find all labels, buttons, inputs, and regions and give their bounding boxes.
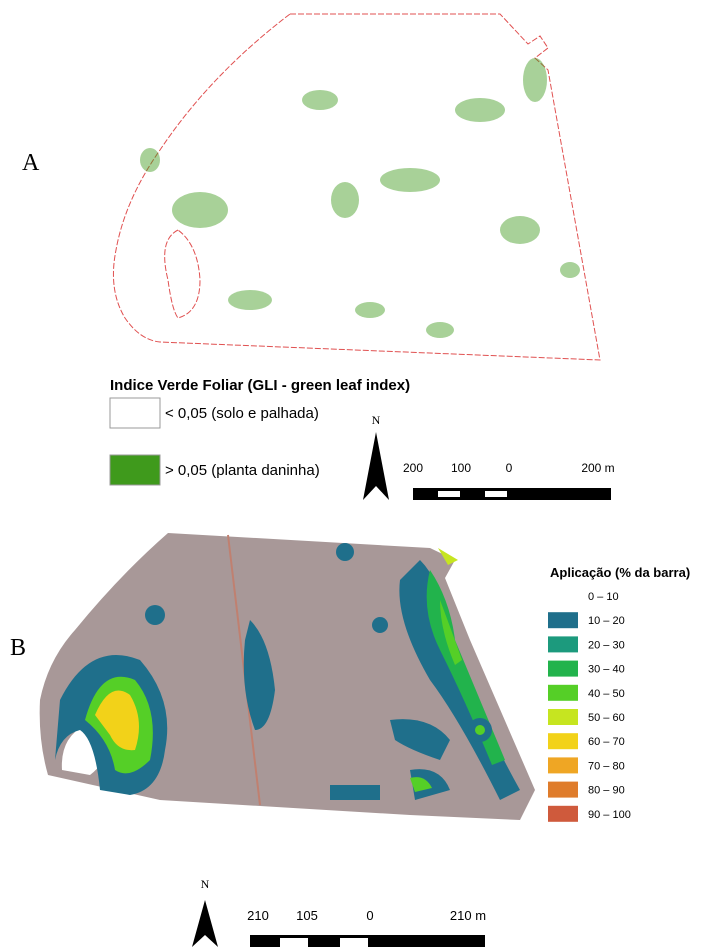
legend-swatch bbox=[548, 636, 578, 652]
legend-label: 0 – 10 bbox=[588, 591, 619, 603]
legend-swatch bbox=[548, 685, 578, 701]
legend-label: < 0,05 (solo e palhada) bbox=[165, 405, 319, 422]
scale-label: 0 bbox=[366, 908, 373, 923]
legend-label: 50 – 60 bbox=[588, 712, 625, 724]
legend-title: Indice Verde Foliar (GLI - green leaf in… bbox=[110, 377, 410, 394]
legend-swatch bbox=[110, 455, 160, 485]
north-arrow: N bbox=[192, 877, 218, 947]
legend-swatch bbox=[548, 588, 578, 604]
legend-label: 10 – 20 bbox=[588, 615, 625, 627]
scale-label: 0 bbox=[506, 461, 513, 475]
legend-label: 40 – 50 bbox=[588, 688, 625, 700]
legend-label: 80 – 90 bbox=[588, 785, 625, 797]
legend-label: 70 – 80 bbox=[588, 760, 625, 772]
legend-label: 90 – 100 bbox=[588, 809, 631, 821]
legend-label: 60 – 70 bbox=[588, 736, 625, 748]
legend-swatch bbox=[110, 398, 160, 428]
legend-swatch bbox=[548, 782, 578, 798]
legend-swatch bbox=[548, 612, 578, 628]
scale-label: 210 m bbox=[450, 908, 486, 923]
scale-label: 105 bbox=[296, 908, 318, 923]
scale-bar bbox=[413, 488, 611, 500]
legend-swatch bbox=[548, 661, 578, 677]
scale-bar bbox=[250, 935, 485, 947]
scale-label: 200 m bbox=[581, 461, 614, 475]
map-b bbox=[40, 533, 535, 820]
scale-label: 100 bbox=[451, 461, 471, 475]
legend-label: 20 – 30 bbox=[588, 639, 625, 651]
north-label: N bbox=[201, 877, 210, 891]
panel-label: A bbox=[22, 150, 40, 176]
legend-label: > 0,05 (planta daninha) bbox=[165, 462, 320, 479]
legend-swatch bbox=[548, 806, 578, 822]
figure: A Indice Verde Foliar (GLI - green leaf … bbox=[0, 0, 715, 947]
legend-swatch bbox=[548, 709, 578, 725]
north-label: N bbox=[372, 413, 381, 427]
panel-label: B bbox=[10, 635, 26, 661]
legend-swatch bbox=[548, 733, 578, 749]
map-a bbox=[113, 14, 600, 360]
scale-label: 200 bbox=[403, 461, 423, 475]
scale-label: 210 bbox=[247, 908, 269, 923]
legend-swatch bbox=[548, 757, 578, 773]
legend-title: Aplicação (% da barra) bbox=[550, 565, 690, 580]
north-arrow: N bbox=[363, 413, 389, 500]
legend-label: 30 – 40 bbox=[588, 664, 625, 676]
